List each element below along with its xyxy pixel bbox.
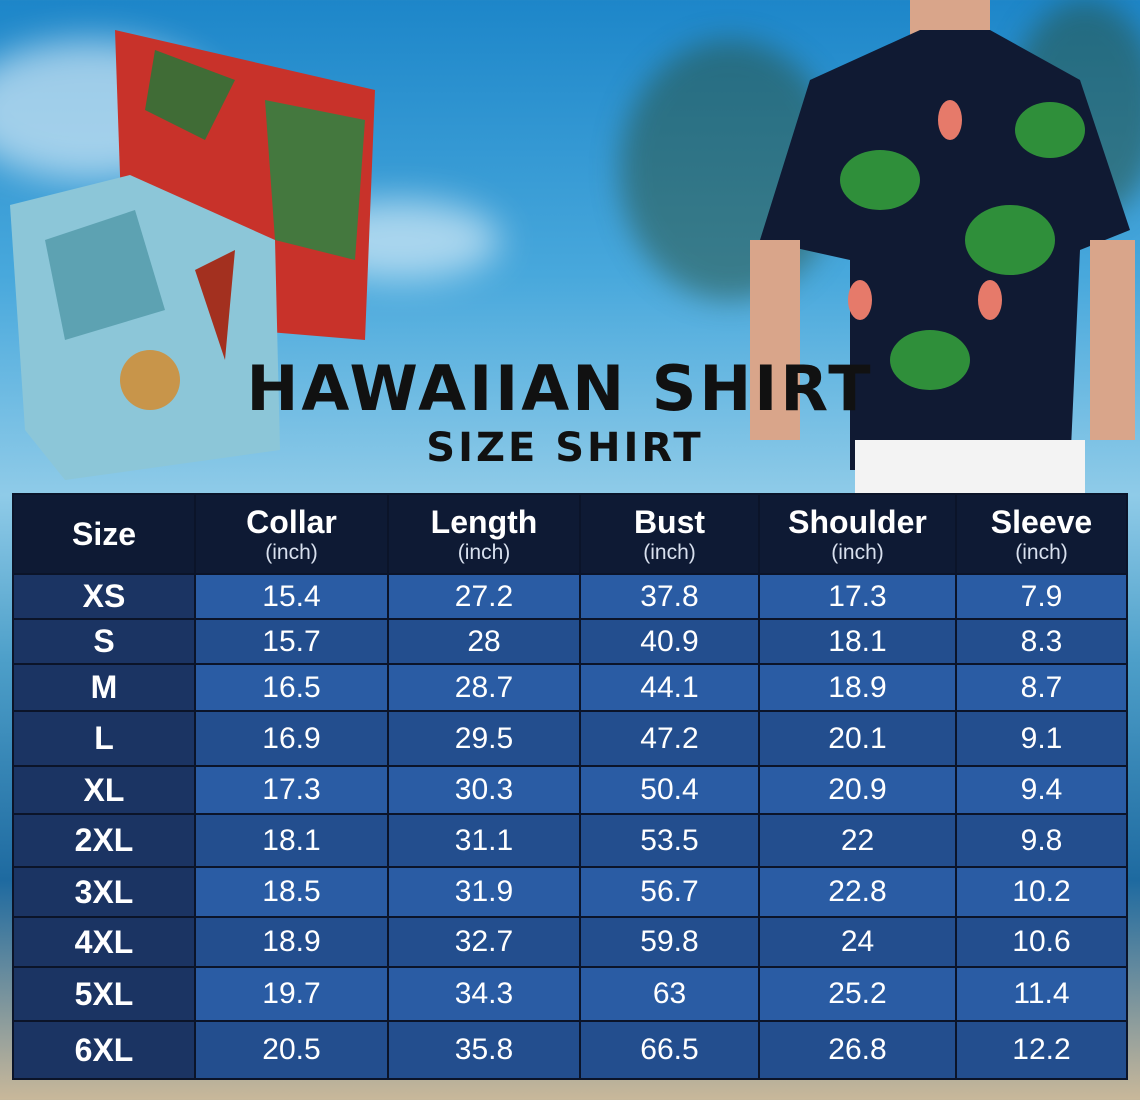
value-cell: 31.1 bbox=[387, 813, 581, 868]
value-cell: 66.5 bbox=[579, 1020, 760, 1080]
value-cell: 53.5 bbox=[579, 813, 760, 868]
value-cell: 31.9 bbox=[387, 866, 581, 918]
value-cell: 26.8 bbox=[758, 1020, 957, 1080]
value-cell: 30.3 bbox=[387, 765, 581, 815]
header-label: Length bbox=[430, 503, 538, 540]
value-cell: 29.5 bbox=[387, 710, 581, 767]
folded-shirts-image bbox=[10, 30, 375, 480]
size-cell: L bbox=[12, 710, 196, 767]
table-row: S 15.7 28 40.9 18.1 8.3 bbox=[12, 618, 1128, 665]
size-cell: 2XL bbox=[12, 813, 196, 868]
value-cell: 20.9 bbox=[758, 765, 957, 815]
value-cell: 9.8 bbox=[955, 813, 1128, 868]
value-cell: 44.1 bbox=[579, 663, 760, 712]
value-cell: 12.2 bbox=[955, 1020, 1128, 1080]
value-cell: 22 bbox=[758, 813, 957, 868]
value-cell: 10.6 bbox=[955, 916, 1128, 968]
table-header-row: Size Collar (inch) Length (inch) Bust (inch… bbox=[12, 493, 1128, 575]
value-cell: 9.4 bbox=[955, 765, 1128, 815]
value-cell: 40.9 bbox=[579, 618, 760, 665]
value-cell: 18.9 bbox=[758, 663, 957, 712]
value-cell: 17.3 bbox=[194, 765, 389, 815]
table-row: 3XL 18.5 31.9 56.7 22.8 10.2 bbox=[12, 866, 1128, 918]
value-cell: 63 bbox=[579, 966, 760, 1022]
value-cell: 18.1 bbox=[758, 618, 957, 665]
size-cell: 5XL bbox=[12, 966, 196, 1022]
header-size: Size bbox=[12, 493, 196, 575]
size-cell: M bbox=[12, 663, 196, 712]
value-cell: 22.8 bbox=[758, 866, 957, 918]
value-cell: 18.5 bbox=[194, 866, 389, 918]
table-row: 4XL 18.9 32.7 59.8 24 10.6 bbox=[12, 916, 1128, 968]
value-cell: 7.9 bbox=[955, 573, 1128, 620]
value-cell: 17.3 bbox=[758, 573, 957, 620]
header-label: Bust bbox=[633, 503, 706, 540]
value-cell: 27.2 bbox=[387, 573, 581, 620]
page-title: HAWAIIAN SHIRT bbox=[246, 352, 874, 425]
value-cell: 35.8 bbox=[387, 1020, 581, 1080]
value-cell: 25.2 bbox=[758, 966, 957, 1022]
value-cell: 19.7 bbox=[194, 966, 389, 1022]
value-cell: 9.1 bbox=[955, 710, 1128, 767]
header-length: Length (inch) bbox=[387, 493, 581, 575]
header-sleeve: Sleeve (inch) bbox=[955, 493, 1128, 575]
value-cell: 16.5 bbox=[194, 663, 389, 712]
size-cell: 6XL bbox=[12, 1020, 196, 1080]
header-label: Sleeve bbox=[990, 503, 1093, 540]
value-cell: 18.9 bbox=[194, 916, 389, 968]
value-cell: 47.2 bbox=[579, 710, 760, 767]
value-cell: 34.3 bbox=[387, 966, 581, 1022]
size-cell: XL bbox=[12, 765, 196, 815]
value-cell: 28.7 bbox=[387, 663, 581, 712]
header-unit: (inch) bbox=[265, 540, 318, 564]
header-shoulder: Shoulder (inch) bbox=[758, 493, 957, 575]
value-cell: 20.5 bbox=[194, 1020, 389, 1080]
value-cell: 32.7 bbox=[387, 916, 581, 968]
value-cell: 59.8 bbox=[579, 916, 760, 968]
table-row: 2XL 18.1 31.1 53.5 22 9.8 bbox=[12, 813, 1128, 868]
header-unit: (inch) bbox=[1015, 540, 1068, 564]
value-cell: 50.4 bbox=[579, 765, 760, 815]
header-collar: Collar (inch) bbox=[194, 493, 389, 575]
value-cell: 8.7 bbox=[955, 663, 1128, 712]
size-chart-table: Size Collar (inch) Length (inch) Bust (inch… bbox=[12, 493, 1128, 1080]
value-cell: 18.1 bbox=[194, 813, 389, 868]
value-cell: 24 bbox=[758, 916, 957, 968]
header-label: Size bbox=[71, 516, 137, 552]
table-row: XL 17.3 30.3 50.4 20.9 9.4 bbox=[12, 765, 1128, 815]
model-shirt-image bbox=[750, 0, 1135, 495]
value-cell: 8.3 bbox=[955, 618, 1128, 665]
header-unit: (inch) bbox=[831, 540, 884, 564]
value-cell: 15.4 bbox=[194, 573, 389, 620]
value-cell: 28 bbox=[387, 618, 581, 665]
value-cell: 20.1 bbox=[758, 710, 957, 767]
table-row: L 16.9 29.5 47.2 20.1 9.1 bbox=[12, 710, 1128, 767]
size-cell: 4XL bbox=[12, 916, 196, 968]
value-cell: 10.2 bbox=[955, 866, 1128, 918]
table-row: XS 15.4 27.2 37.8 17.3 7.9 bbox=[12, 573, 1128, 620]
header-unit: (inch) bbox=[457, 540, 511, 564]
table-row: 5XL 19.7 34.3 63 25.2 11.4 bbox=[12, 966, 1128, 1022]
header-bust: Bust (inch) bbox=[579, 493, 760, 575]
table-row: 6XL 20.5 35.8 66.5 26.8 12.2 bbox=[12, 1020, 1128, 1080]
value-cell: 56.7 bbox=[579, 866, 760, 918]
value-cell: 15.7 bbox=[194, 618, 389, 665]
header-label: Collar bbox=[246, 503, 337, 540]
size-cell: XS bbox=[12, 573, 196, 620]
header-unit: (inch) bbox=[643, 540, 696, 564]
header-label: Shoulder bbox=[788, 503, 927, 540]
size-cell: S bbox=[12, 618, 196, 665]
value-cell: 11.4 bbox=[955, 966, 1128, 1022]
value-cell: 37.8 bbox=[579, 573, 760, 620]
table-row: M 16.5 28.7 44.1 18.9 8.7 bbox=[12, 663, 1128, 712]
page-subtitle: SIZE SHIRT bbox=[426, 425, 704, 471]
value-cell: 16.9 bbox=[194, 710, 389, 767]
size-cell: 3XL bbox=[12, 866, 196, 918]
